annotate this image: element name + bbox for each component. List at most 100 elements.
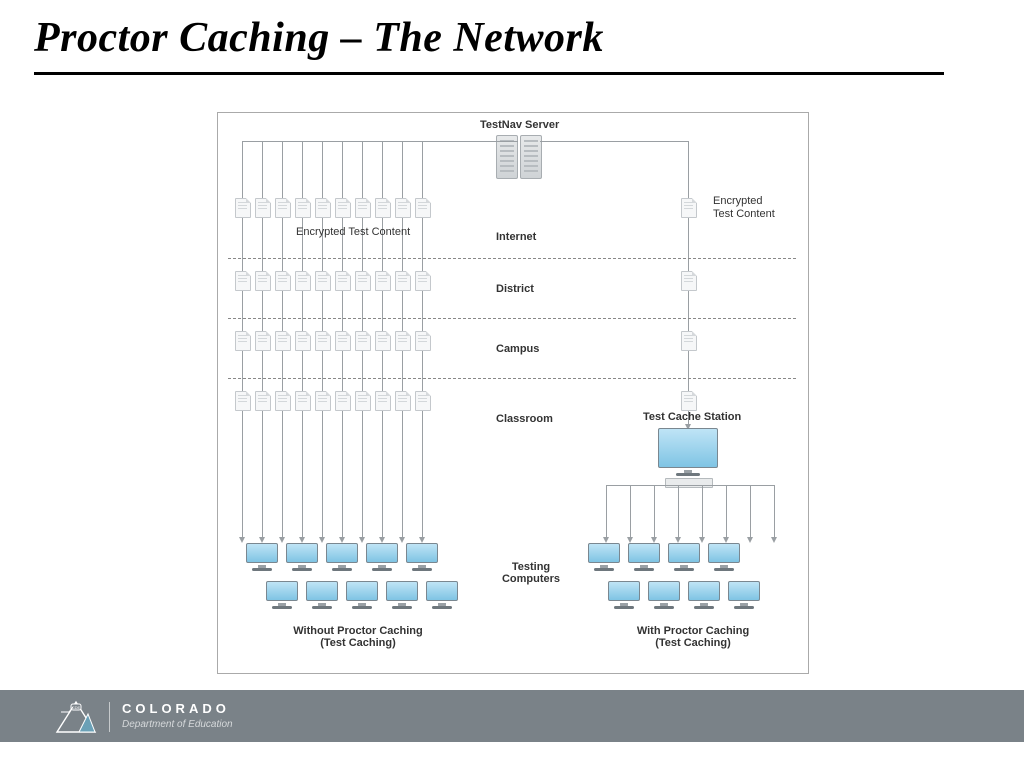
testnav-label: TestNav Server — [480, 119, 559, 131]
cache-monitor-icon — [658, 428, 718, 474]
document-icon — [275, 271, 291, 291]
document-icon — [681, 271, 697, 291]
document-icon — [375, 331, 391, 351]
monitor-icon — [366, 543, 398, 569]
monitor-icon — [406, 543, 438, 569]
document-icon — [335, 391, 351, 411]
tier-divider — [228, 258, 796, 259]
document-icon — [235, 198, 251, 218]
arrow-icon — [399, 537, 405, 543]
tier-label: Internet — [496, 231, 536, 243]
tier-label: Campus — [496, 343, 539, 355]
monitor-icon — [386, 581, 418, 607]
flow-line — [702, 485, 703, 539]
tier-divider — [228, 318, 796, 319]
monitor-icon — [628, 543, 660, 569]
monitor-icon — [688, 581, 720, 607]
arrow-icon — [771, 537, 777, 543]
flow-line — [382, 141, 383, 181]
document-icon — [315, 331, 331, 351]
arrow-icon — [279, 537, 285, 543]
flow-line — [242, 141, 518, 142]
encrypted-right-label2: Test Content — [713, 208, 775, 220]
flow-line — [726, 485, 727, 539]
without-caching-label: Without Proctor Caching(Test Caching) — [268, 625, 448, 649]
document-icon — [415, 271, 431, 291]
document-icon — [255, 331, 271, 351]
document-icon — [295, 198, 311, 218]
arrow-icon — [239, 537, 245, 543]
title-underline — [34, 72, 944, 75]
document-icon — [315, 271, 331, 291]
document-icon — [375, 391, 391, 411]
page-title: Proctor Caching – The Network — [0, 0, 1024, 64]
flow-line — [262, 141, 263, 181]
monitor-icon — [668, 543, 700, 569]
monitor-icon — [346, 581, 378, 607]
flow-line — [282, 141, 283, 181]
document-icon — [235, 391, 251, 411]
flow-line — [362, 141, 363, 181]
document-icon — [681, 331, 697, 351]
monitor-icon — [708, 543, 740, 569]
flow-line — [750, 485, 751, 539]
flow-line — [402, 141, 403, 181]
flow-line — [242, 141, 243, 181]
document-icon — [335, 331, 351, 351]
document-icon — [395, 271, 411, 291]
monitor-icon — [608, 581, 640, 607]
monitor-icon — [588, 543, 620, 569]
monitor-icon — [306, 581, 338, 607]
flow-line — [630, 485, 631, 539]
document-icon — [395, 331, 411, 351]
document-icon — [275, 331, 291, 351]
network-diagram: TestNav Server Internet District Campus Clas… — [217, 112, 809, 674]
cache-station-label: Test Cache Station — [643, 411, 741, 423]
flow-line — [342, 141, 343, 181]
flow-line — [606, 485, 607, 539]
flow-line — [678, 485, 679, 539]
server-icon — [520, 135, 542, 179]
encrypted-right-label: Encrypted — [713, 195, 763, 207]
flow-line — [654, 485, 655, 539]
document-icon — [315, 198, 331, 218]
flow-line — [282, 181, 283, 539]
flow-line — [322, 141, 323, 181]
monitor-icon — [426, 581, 458, 607]
document-icon — [681, 391, 697, 411]
document-icon — [375, 271, 391, 291]
flow-line — [422, 181, 423, 539]
document-icon — [295, 271, 311, 291]
document-icon — [375, 198, 391, 218]
monitor-icon — [728, 581, 760, 607]
footer-brand: COLORADO — [122, 702, 233, 716]
encrypted-left-label: Encrypted Test Content — [296, 226, 410, 238]
arrow-icon — [359, 537, 365, 543]
arrow-icon — [747, 537, 753, 543]
tier-label: District — [496, 283, 534, 295]
document-icon — [235, 271, 251, 291]
document-icon — [415, 391, 431, 411]
with-caching-label: With Proctor Caching(Test Caching) — [613, 625, 773, 649]
document-icon — [415, 331, 431, 351]
document-icon — [315, 391, 331, 411]
document-icon — [335, 271, 351, 291]
document-icon — [395, 391, 411, 411]
document-icon — [295, 391, 311, 411]
monitor-icon — [246, 543, 278, 569]
testing-computers-label: TestingComputers — [496, 561, 566, 585]
monitor-icon — [266, 581, 298, 607]
document-icon — [415, 198, 431, 218]
footer-bar: CDE COLORADO Department of Education — [0, 690, 1024, 742]
document-icon — [235, 331, 251, 351]
footer-subbrand: Department of Education — [122, 718, 233, 732]
flow-line — [302, 141, 303, 181]
document-icon — [275, 198, 291, 218]
document-icon — [295, 331, 311, 351]
monitor-icon — [326, 543, 358, 569]
document-icon — [335, 198, 351, 218]
arrow-icon — [319, 537, 325, 543]
tier-label: Classroom — [496, 413, 553, 425]
document-icon — [355, 331, 371, 351]
flow-line — [242, 181, 243, 539]
